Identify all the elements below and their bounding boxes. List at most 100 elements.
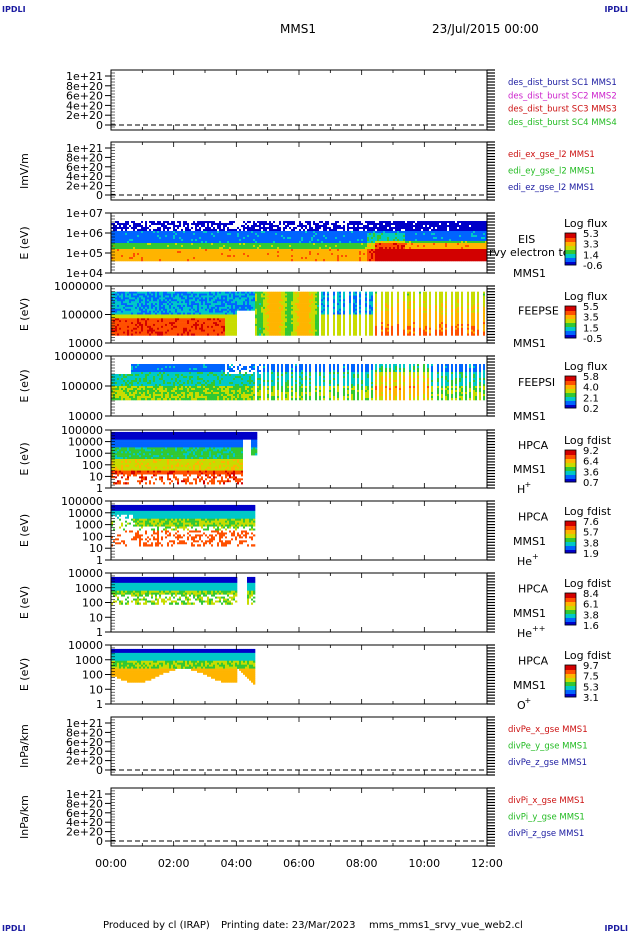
spectrogram-cell <box>371 255 374 258</box>
spectrogram-cell <box>151 225 154 228</box>
spectrogram-cell <box>303 243 306 246</box>
spectrogram-cell <box>267 231 270 234</box>
spectrogram-cell <box>381 249 384 252</box>
spectrogram-cell <box>475 255 478 258</box>
spectrogram-cell <box>171 322 174 325</box>
spectrogram-cell <box>245 255 248 258</box>
spectrogram-cell <box>369 229 372 232</box>
spectrogram-cell <box>329 247 332 250</box>
spectrogram-cell <box>229 235 232 238</box>
spectrogram-cell <box>191 318 194 321</box>
spectrogram-cell <box>179 314 182 317</box>
spectrogram-cell <box>137 291 140 294</box>
spectrogram-cell <box>131 314 134 317</box>
spectrogram-cell <box>389 231 392 234</box>
spectrogram-cell <box>325 231 328 234</box>
spectrogram-cell <box>485 255 488 258</box>
spectrogram-cell <box>157 225 160 228</box>
spectrogram-cell <box>181 297 184 300</box>
spectrogram-cell <box>385 249 388 252</box>
spectrogram-cell <box>135 241 138 244</box>
spectrogram-cell <box>389 253 392 256</box>
spectrogram-cell <box>121 255 124 258</box>
spectrogram-cell <box>197 241 200 244</box>
spectrogram-cell <box>465 253 468 256</box>
spectrogram-cell <box>389 251 392 254</box>
spectrogram-cell <box>457 253 460 256</box>
spectrogram-cell <box>133 314 136 317</box>
spectrogram-cell <box>385 251 388 254</box>
spectrogram-cell <box>243 249 246 252</box>
spectrogram-cell <box>245 249 248 252</box>
spectrogram-cell <box>181 221 184 224</box>
spectrogram-cell <box>157 235 160 238</box>
spectrogram-cell <box>165 316 168 319</box>
spectrogram-cell <box>285 233 288 236</box>
spectrogram-cell <box>293 225 296 228</box>
spectrogram-cell <box>119 316 122 319</box>
spectrogram-cell <box>171 295 174 298</box>
spectrogram-cell <box>345 243 348 246</box>
spectrogram-cell <box>127 312 130 315</box>
spectrogram-cell <box>263 245 266 248</box>
spectrogram-cell <box>353 221 356 224</box>
spectrogram-cell <box>247 259 250 262</box>
spectrogram-cell <box>311 259 314 262</box>
spectrogram-cell <box>119 259 122 262</box>
spectrogram-cell <box>177 231 180 234</box>
spectrogram-cell <box>235 239 238 242</box>
spectrogram-cell <box>183 255 186 258</box>
spectrogram-cell <box>327 221 330 224</box>
spectrogram-cell <box>425 235 428 238</box>
spectrogram-cell <box>243 251 246 254</box>
spectrogram-cell <box>221 237 224 240</box>
spectrogram-cell <box>145 223 148 226</box>
spectrogram-cell <box>225 233 228 236</box>
spectrogram-cell <box>235 249 238 252</box>
spectrogram-cell <box>319 249 322 252</box>
spectrogram-cell <box>155 333 158 336</box>
spectrogram-cell <box>171 259 174 262</box>
spectrogram-cell <box>163 305 166 308</box>
spectrogram-cell <box>149 221 152 224</box>
spectrogram-cell <box>189 295 192 298</box>
spectrogram-cell <box>271 245 274 248</box>
spectrogram-cell <box>181 333 184 336</box>
spectrogram-cell <box>159 312 162 315</box>
spectrogram-cell <box>175 259 178 262</box>
spectrogram-cell <box>423 255 426 258</box>
spectrogram-cell <box>403 227 406 230</box>
spectrogram-cell <box>371 259 374 262</box>
spectrogram-cell <box>355 249 358 252</box>
spectrogram-cell <box>203 221 206 224</box>
spectrogram-cell <box>275 247 278 250</box>
spectrogram-cell <box>185 297 188 300</box>
spectrogram-cell <box>121 239 124 242</box>
spectrogram-cell <box>393 231 396 234</box>
spectrogram-cell <box>221 221 224 224</box>
spectrogram-cell <box>475 223 478 226</box>
spectrogram-cell <box>247 253 250 256</box>
spectrogram-cell <box>281 245 284 248</box>
spectrogram-cell <box>483 257 486 260</box>
spectrogram-cell <box>213 237 216 240</box>
spectrogram-cell <box>317 237 320 240</box>
spectrogram-cell <box>449 253 452 256</box>
spectrogram-cell <box>325 243 328 246</box>
spectrogram-cell <box>301 247 304 250</box>
spectrogram-cell <box>209 251 212 254</box>
spectrogram-cell <box>419 251 422 254</box>
spectrogram-cell <box>311 255 314 258</box>
spectrogram-cell <box>379 257 382 260</box>
spectrogram-cell <box>211 229 214 232</box>
spectrogram-cell <box>243 259 246 262</box>
spectrogram-cell <box>397 237 400 240</box>
spectrogram-cell <box>353 231 356 234</box>
spectrogram-cell <box>133 243 136 246</box>
spectrogram-cell <box>347 225 350 228</box>
spectrogram-cell <box>423 235 426 238</box>
spectrogram-cell <box>153 247 156 250</box>
spectrogram-cell <box>191 249 194 252</box>
spectrogram-cell <box>157 327 160 330</box>
spectrogram-cell <box>157 324 160 327</box>
